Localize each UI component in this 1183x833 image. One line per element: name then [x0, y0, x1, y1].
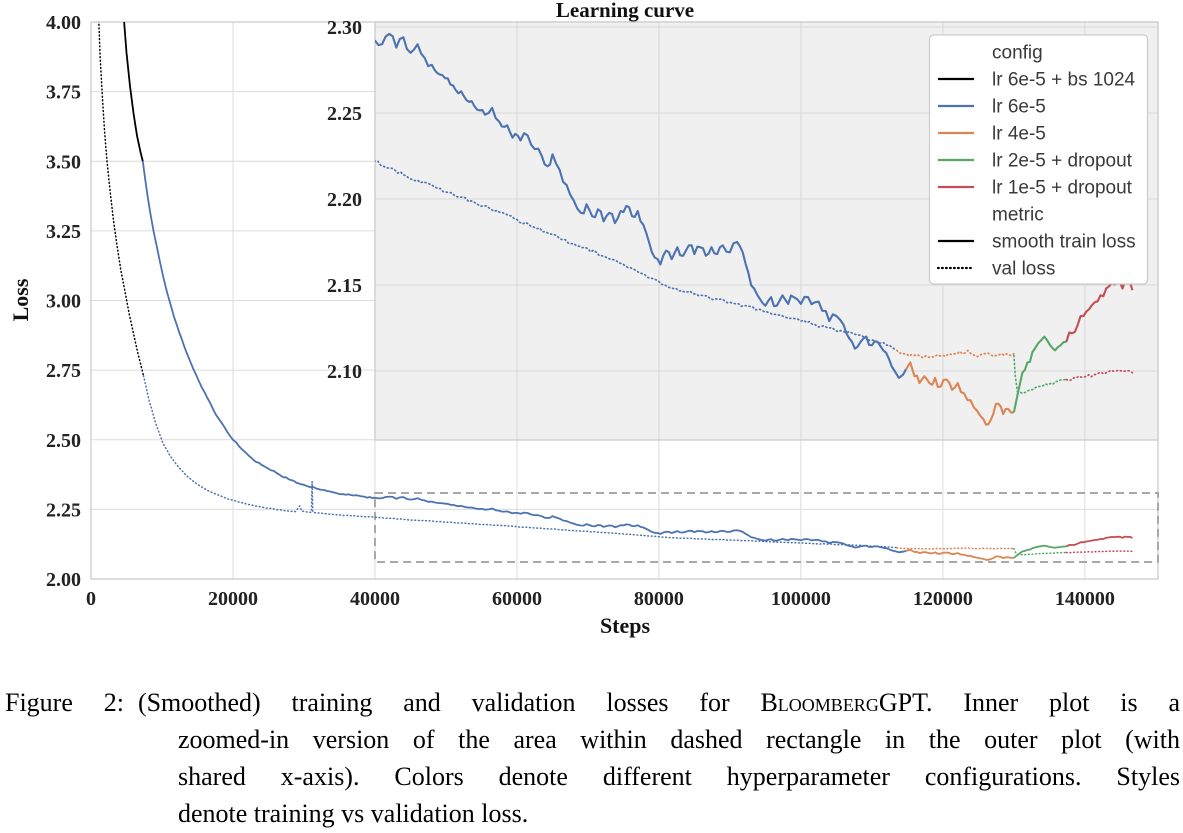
legend: config lr 6e-5 + bs 1024 lr 6e-5 lr 4e-5 lr …	[928, 34, 1149, 285]
y-tick-label: 2.50	[46, 430, 81, 452]
inner-y-tick-label: 2.20	[327, 189, 362, 211]
inner-series	[375, 32, 1134, 426]
chart-title: Learning curve	[556, 0, 694, 22]
series-inner-blue-val	[375, 160, 898, 350]
y-tick-label: 3.00	[46, 291, 81, 313]
series-outer-black-train	[123, 22, 144, 162]
y-tick-label: 2.25	[46, 499, 81, 521]
series-inner-orange-train	[905, 361, 1015, 426]
series-inner-red-val	[1065, 369, 1134, 382]
inner-axes-frame	[374, 21, 1159, 441]
series-inner-green-val	[1013, 354, 1068, 395]
legend-entry-metric: val loss	[992, 259, 1055, 280]
x-tick-label: 120000	[913, 588, 973, 610]
caption-text: (Smoothed) training and validation losse…	[137, 688, 761, 717]
legend-entry-config: lr 1e-5 + dropout	[992, 178, 1133, 199]
caption-line-2: zoomed-in version of the area within das…	[178, 725, 1180, 754]
inner-y-tick-label: 2.15	[327, 275, 362, 297]
series-outer-red-train	[1065, 535, 1133, 548]
series-inner-green-train	[1012, 335, 1067, 413]
brand-name: Bloomberg	[760, 688, 879, 717]
series-outer-blue-train	[141, 161, 907, 554]
caption-text: . Inner plot is a	[926, 688, 1181, 717]
x-tick-label: 140000	[1055, 588, 1115, 610]
y-tick-label: 3.25	[46, 221, 81, 243]
x-tick-label: 0	[86, 588, 96, 610]
series-inner-orange-val	[895, 349, 1015, 359]
x-tick-label: 60000	[492, 588, 542, 610]
legend-box	[928, 34, 1149, 285]
zoom-region-rect	[373, 491, 1159, 564]
x-tick-label: 80000	[634, 588, 684, 610]
figure-caption: Figure 2: (Smoothed) training and validat…	[0, 684, 1180, 832]
series-inner-blue-train	[375, 32, 907, 379]
series-outer-black-val	[98, 22, 145, 377]
x-axis-label: Steps	[600, 613, 651, 638]
figure-label: Figure 2:	[5, 688, 124, 717]
series-outer-green-train	[1013, 544, 1067, 559]
x-tick-label: 20000	[208, 588, 258, 610]
x-tick-label: 40000	[350, 588, 400, 610]
legend-title-metric: metric	[992, 205, 1044, 226]
legend-entry-config: lr 6e-5 + bs 1024	[992, 70, 1136, 91]
legend-title-config: config	[992, 43, 1043, 64]
legend-entry-config: lr 2e-5 + dropout	[992, 151, 1133, 172]
y-tick-label: 2.00	[46, 569, 81, 591]
x-tick-label: 100000	[771, 588, 831, 610]
inner-y-tick-label: 2.25	[327, 103, 362, 125]
y-axis-label: Loss	[8, 278, 33, 321]
learning-curve-chart: Learning curve Steps Loss 0 20000 40000 60000 8…	[8, 0, 1159, 638]
series-outer-orange-train	[905, 548, 1014, 561]
series-outer-red-val	[1065, 550, 1134, 554]
caption-line-4: denote training vs validation loss.	[178, 799, 529, 828]
caption-line-1: Figure 2: (Smoothed) training and validat…	[5, 684, 1180, 721]
inner-y-tick-label: 2.30	[327, 17, 362, 39]
y-tick-label: 3.50	[46, 151, 81, 173]
legend-entry-metric: smooth train loss	[992, 232, 1136, 253]
legend-entry-config: lr 4e-5	[992, 124, 1046, 145]
series-inner-red-train	[1065, 279, 1134, 343]
series-outer-blue-val	[142, 374, 898, 549]
legend-entry-config: lr 6e-5	[992, 97, 1046, 118]
y-tick-label: 3.75	[46, 82, 81, 104]
series-outer-orange-val	[896, 547, 1015, 550]
y-tick-label: 4.00	[46, 12, 81, 34]
brand-name-suffix: GPT	[878, 688, 927, 717]
axis-text: Learning curve Steps Loss 0 20000 40000 60000 8…	[8, 0, 1115, 638]
caption-line-3: shared x-axis). Colors denote different …	[178, 762, 1180, 791]
outer-series	[98, 22, 1134, 561]
series-outer-green-val	[1013, 547, 1068, 556]
y-tick-label: 2.75	[46, 360, 81, 382]
inner-y-tick-label: 2.10	[327, 361, 362, 383]
